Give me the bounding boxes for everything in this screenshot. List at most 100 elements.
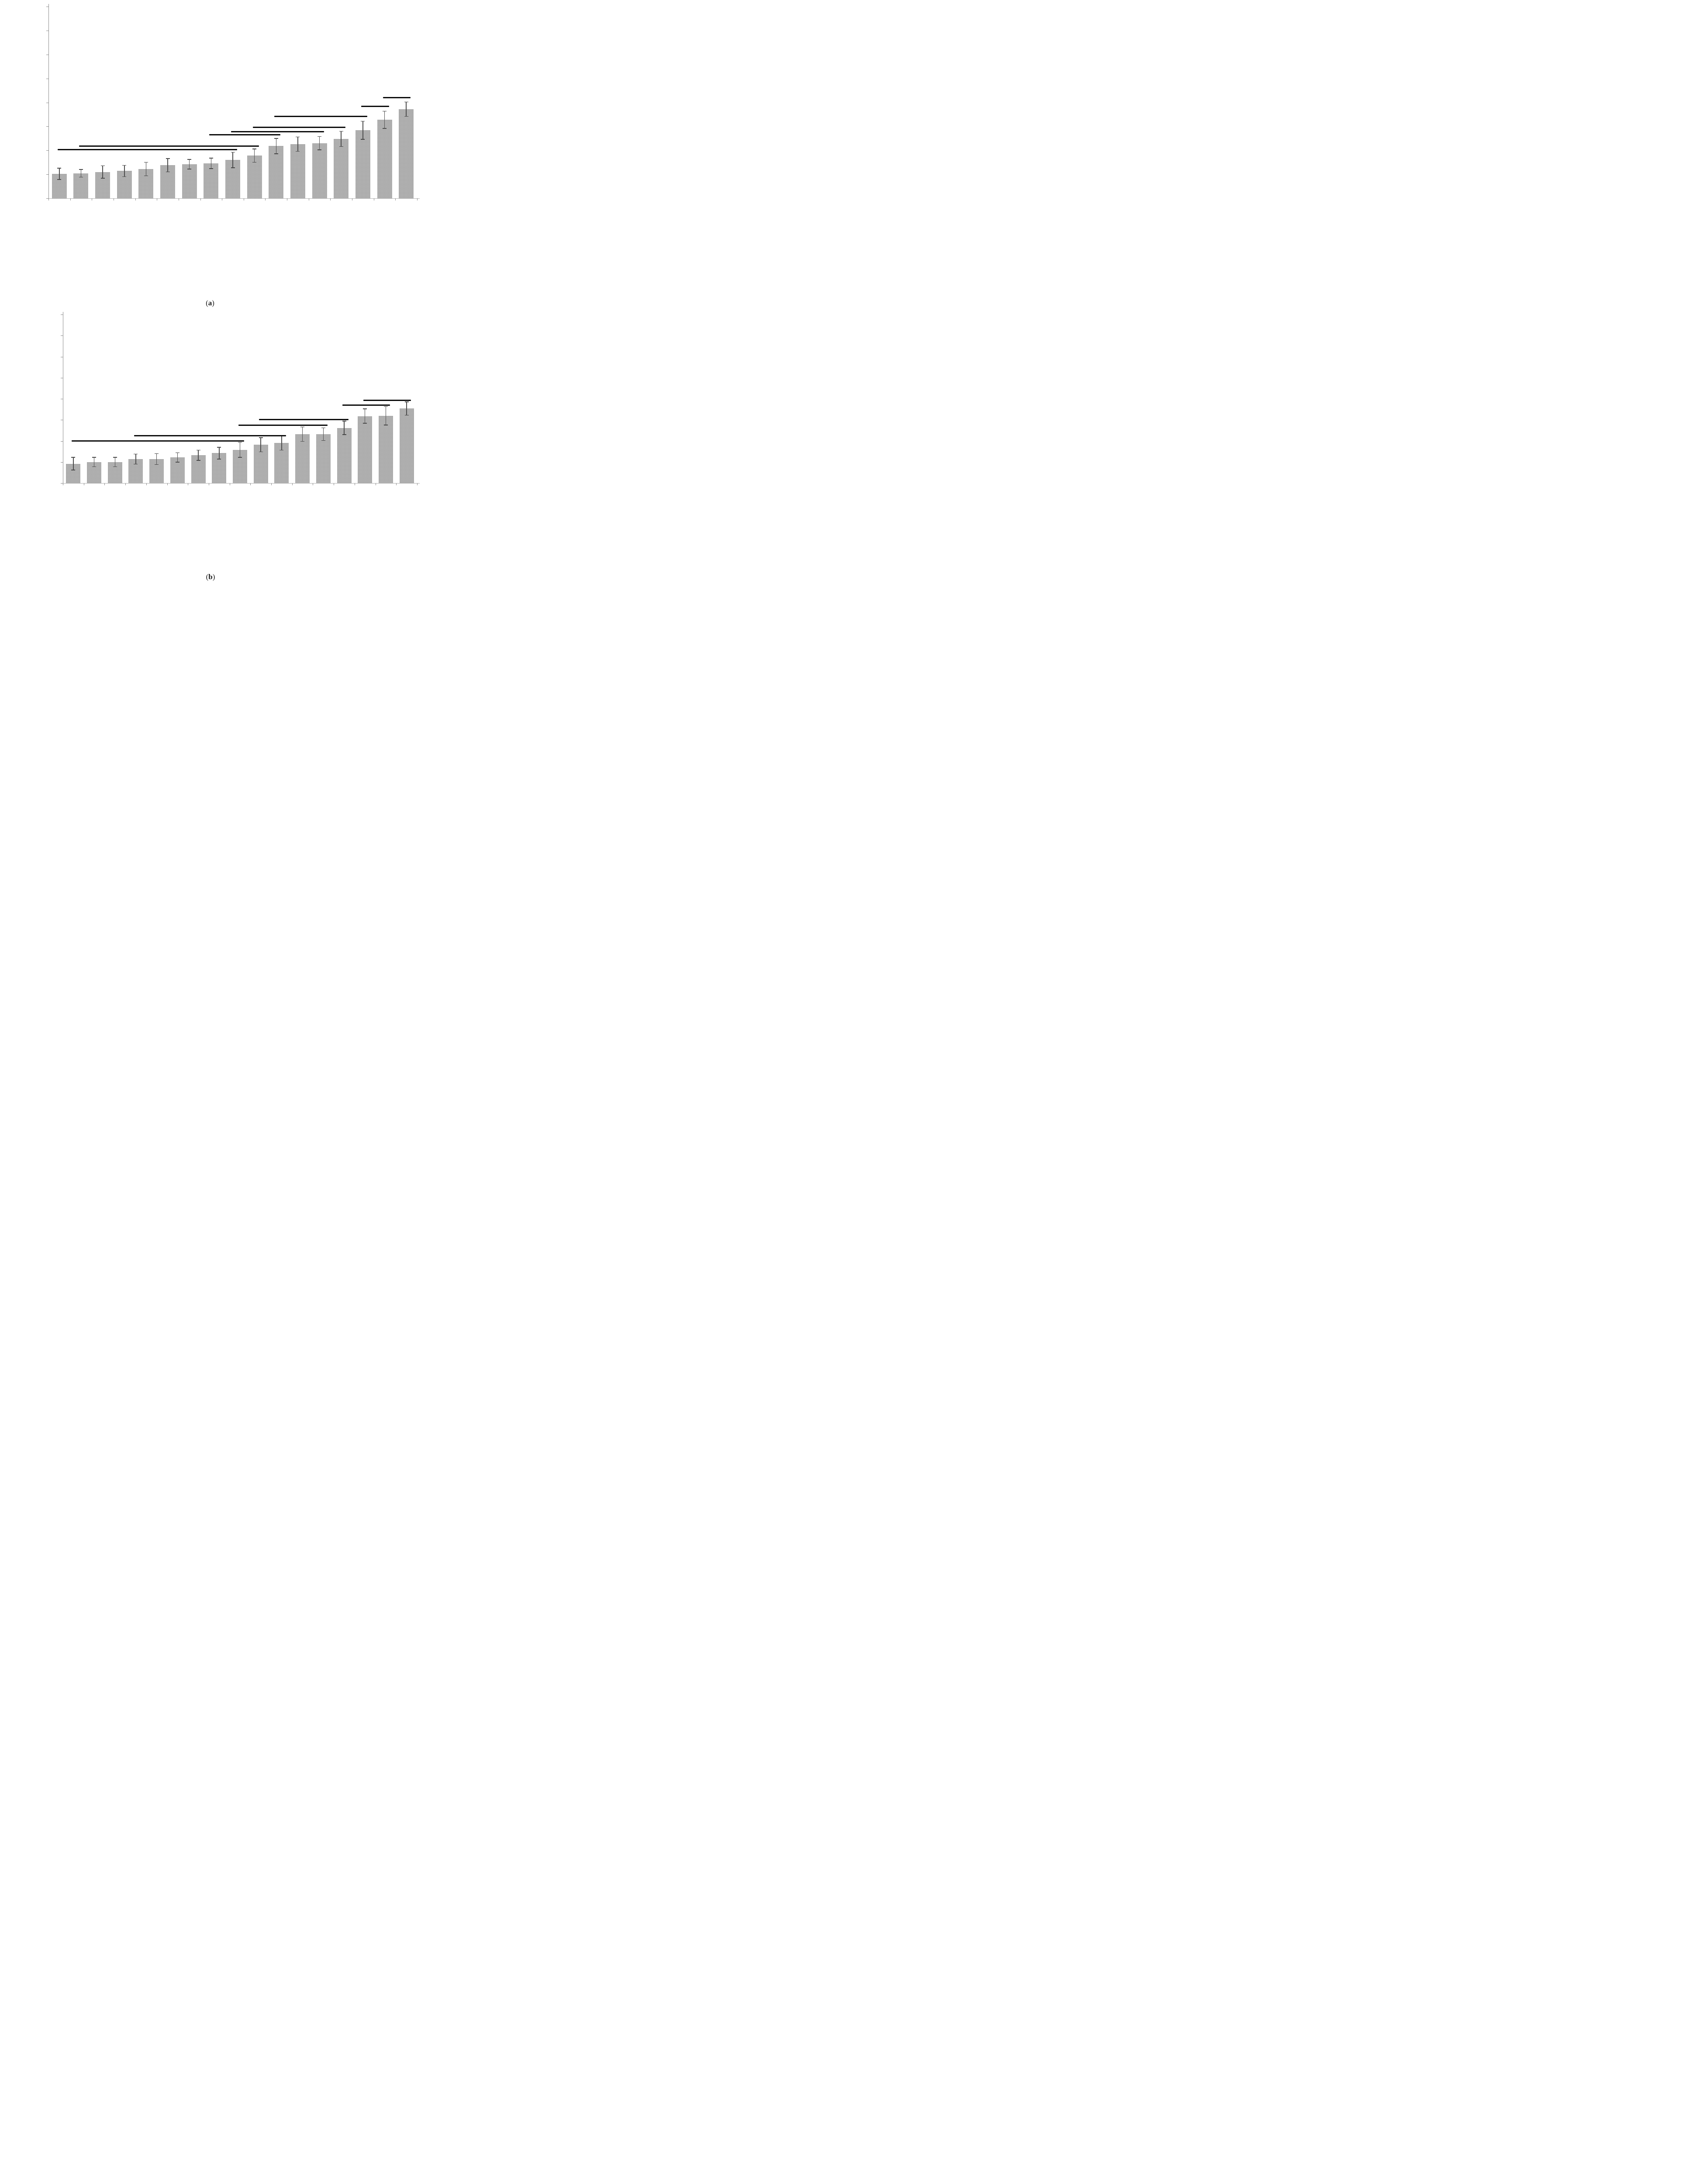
error-bar [406,102,407,117]
significance-line [383,97,411,99]
bar [337,428,352,483]
significance-line [134,435,286,437]
error-bar-cap-top [122,165,127,166]
error-bar-cap-bottom [217,459,221,460]
significance-line [57,149,237,150]
error-bar-cap-bottom [175,462,179,463]
x-tick-mark [104,483,105,485]
y-tick-mark [46,126,48,127]
error-bar [59,168,60,180]
error-bar [239,442,241,458]
error-bar-cap-top [383,111,387,112]
x-tick-mark [417,483,418,485]
x-tick-mark [135,198,136,200]
significance-line [209,134,281,135]
error-bar-cap-bottom [231,167,235,168]
error-bar-cap-bottom [238,457,242,458]
error-bar-cap-bottom [321,440,325,441]
error-bar-cap-top [144,162,148,163]
error-bar-cap-top [166,158,170,159]
bar [191,455,206,483]
error-bar [198,450,199,460]
y-axis-line [48,4,49,198]
error-bar [364,409,366,423]
significance-line [274,115,367,117]
x-tick-mark [48,198,49,200]
bar [66,463,81,483]
x-tick-mark [125,483,126,485]
error-bar-cap-top [209,158,213,159]
error-bar-cap-top [187,159,192,160]
two-panel-bar-chart-figure: (a) (b) [0,0,424,587]
significance-line [238,425,328,426]
error-bar [73,457,74,470]
error-bar-cap-top [113,457,117,458]
x-axis-line [63,483,420,484]
error-bar-cap-top [217,447,221,448]
y-tick-mark [46,174,48,175]
error-bar-cap-top [342,421,346,422]
error-bar-cap-top [134,453,138,455]
panel-caption: (a) [206,299,214,307]
y-tick-mark [61,314,63,315]
error-bar [211,158,212,169]
error-bar-cap-bottom [361,139,365,140]
chart-panel-b: (b) [0,308,424,587]
error-bar-cap-bottom [300,441,305,442]
bar [399,109,414,198]
bar [378,415,393,483]
x-tick-mark [146,483,147,485]
error-bar [302,427,303,442]
error-bar-cap-top [155,453,159,454]
bar [290,144,305,198]
error-bar [254,149,255,162]
x-tick-mark [70,198,71,200]
bar [138,169,154,198]
bar [316,434,331,483]
x-tick-mark [200,198,201,200]
error-bar-cap-top [92,457,97,458]
y-tick-mark [46,198,48,199]
error-bar-cap-bottom [134,463,138,465]
y-tick-mark [61,335,63,336]
bar [160,165,176,198]
error-bar-cap-bottom [209,168,213,169]
x-tick-mark [271,483,272,485]
error-bar-cap-bottom [155,464,159,465]
error-bar [323,428,324,441]
bar [269,146,284,198]
error-bar-cap-bottom [122,176,127,177]
error-bar-cap-bottom [339,146,343,147]
error-bar-cap-top [274,138,278,139]
error-bar-cap-top [196,449,200,451]
error-bar-cap-top [404,101,408,103]
error-bar-cap-top [321,427,325,429]
x-tick-mark [396,483,397,485]
bar [73,173,89,198]
error-bar-cap-bottom [342,434,346,435]
error-bar-cap-top [361,121,365,122]
panel-caption: (b) [206,573,215,581]
y-tick-mark [61,483,63,484]
x-tick-mark [250,483,251,485]
bar [334,138,349,198]
error-bar [385,406,387,425]
error-bar [124,165,125,177]
error-bar-cap-top [383,406,388,407]
error-bar [93,457,95,467]
significance-line [79,145,259,147]
error-bar-cap-top [57,168,62,169]
chart-panel-a: (a) [0,0,424,308]
x-tick-mark [167,483,168,485]
error-bar-cap-bottom [259,451,263,453]
error-bar [177,453,178,462]
error-bar [341,131,342,147]
error-bar [384,111,385,128]
error-bar-cap-bottom [57,179,62,180]
error-bar-cap-bottom [166,171,170,173]
error-bar [232,152,233,168]
y-tick-mark [61,441,63,442]
error-bar [145,162,147,176]
error-bar [167,158,168,172]
y-tick-mark [46,150,48,151]
